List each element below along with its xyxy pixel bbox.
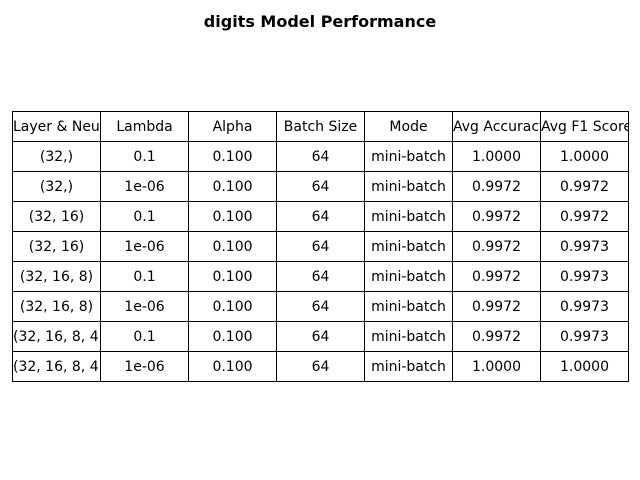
header-cell-avg-f1-score: Avg F1 Score: [540, 111, 629, 142]
cell-avg-f1-score: 0.9972: [540, 171, 629, 202]
cell-layer-neurons: (32, 16, 8): [12, 291, 101, 322]
cell-mode: mini-batch: [364, 201, 453, 232]
cell-mode: mini-batch: [364, 351, 453, 382]
header-cell-lambda: Lambda: [100, 111, 189, 142]
table-row: (32, 16) 0.1 0.100 64 mini-batch 0.9972 0.9972: [12, 201, 629, 232]
cell-layer-neurons: (32,): [12, 171, 101, 202]
cell-lambda: 0.1: [100, 261, 189, 292]
header-row: Layer & Neurons Lambda Alpha Batch Size …: [12, 111, 629, 142]
header-cell-alpha: Alpha: [188, 111, 277, 142]
cell-alpha: 0.100: [188, 171, 277, 202]
cell-batch-size: 64: [276, 231, 365, 262]
cell-layer-neurons: (32, 16, 8, 4): [12, 351, 101, 382]
cell-batch-size: 64: [276, 141, 365, 172]
cell-layer-neurons: (32, 16): [12, 231, 101, 262]
cell-batch-size: 64: [276, 261, 365, 292]
cell-mode: mini-batch: [364, 231, 453, 262]
cell-avg-accuracy: 0.9972: [452, 321, 541, 352]
header-cell-mode: Mode: [364, 111, 453, 142]
cell-mode: mini-batch: [364, 171, 453, 202]
cell-layer-neurons: (32, 16, 8): [12, 261, 101, 292]
cell-batch-size: 64: [276, 291, 365, 322]
table-row: (32, 16, 8) 1e-06 0.100 64 mini-batch 0.9972 0…: [12, 291, 629, 322]
cell-mode: mini-batch: [364, 291, 453, 322]
header-cell-layer-neurons: Layer & Neurons: [12, 111, 101, 142]
cell-lambda: 0.1: [100, 141, 189, 172]
cell-alpha: 0.100: [188, 231, 277, 262]
cell-alpha: 0.100: [188, 261, 277, 292]
cell-mode: mini-batch: [364, 321, 453, 352]
table-row: (32, 16, 8, 4) 1e-06 0.100 64 mini-batch 1.00…: [12, 351, 629, 382]
header-cell-avg-accuracy: Avg Accuracy: [452, 111, 541, 142]
cell-alpha: 0.100: [188, 351, 277, 382]
cell-avg-f1-score: 0.9973: [540, 261, 629, 292]
table-row: (32,) 0.1 0.100 64 mini-batch 1.0000 1.0000: [12, 141, 629, 172]
cell-avg-accuracy: 0.9972: [452, 201, 541, 232]
cell-avg-f1-score: 0.9973: [540, 231, 629, 262]
cell-avg-accuracy: 0.9972: [452, 291, 541, 322]
table-row: (32, 16, 8) 0.1 0.100 64 mini-batch 0.9972 0.9…: [12, 261, 629, 292]
cell-layer-neurons: (32, 16): [12, 201, 101, 232]
cell-mode: mini-batch: [364, 141, 453, 172]
table-row: (32, 16) 1e-06 0.100 64 mini-batch 0.9972 0.99…: [12, 231, 629, 262]
cell-alpha: 0.100: [188, 321, 277, 352]
cell-lambda: 1e-06: [100, 351, 189, 382]
cell-mode: mini-batch: [364, 261, 453, 292]
cell-avg-f1-score: 0.9972: [540, 201, 629, 232]
cell-alpha: 0.100: [188, 141, 277, 172]
cell-avg-f1-score: 1.0000: [540, 141, 629, 172]
cell-avg-accuracy: 0.9972: [452, 171, 541, 202]
cell-avg-accuracy: 1.0000: [452, 351, 541, 382]
cell-batch-size: 64: [276, 321, 365, 352]
cell-batch-size: 64: [276, 201, 365, 232]
performance-table: Layer & Neurons Lambda Alpha Batch Size …: [12, 111, 629, 382]
cell-lambda: 1e-06: [100, 291, 189, 322]
cell-avg-f1-score: 0.9973: [540, 291, 629, 322]
cell-alpha: 0.100: [188, 201, 277, 232]
cell-avg-f1-score: 1.0000: [540, 351, 629, 382]
cell-avg-f1-score: 0.9973: [540, 321, 629, 352]
cell-batch-size: 64: [276, 171, 365, 202]
cell-lambda: 0.1: [100, 321, 189, 352]
cell-layer-neurons: (32,): [12, 141, 101, 172]
cell-layer-neurons: (32, 16, 8, 4): [12, 321, 101, 352]
table-row: (32, 16, 8, 4) 0.1 0.100 64 mini-batch 0.9972…: [12, 321, 629, 352]
cell-lambda: 1e-06: [100, 231, 189, 262]
cell-avg-accuracy: 1.0000: [452, 141, 541, 172]
cell-alpha: 0.100: [188, 291, 277, 322]
cell-lambda: 0.1: [100, 201, 189, 232]
cell-batch-size: 64: [276, 351, 365, 382]
table-body: (32,) 0.1 0.100 64 mini-batch 1.0000 1.0000 (32…: [12, 141, 629, 382]
table-row: (32,) 1e-06 0.100 64 mini-batch 0.9972 0.9972: [12, 171, 629, 202]
cell-avg-accuracy: 0.9972: [452, 231, 541, 262]
cell-lambda: 1e-06: [100, 171, 189, 202]
chart-title: digits Model Performance: [203, 12, 437, 31]
cell-avg-accuracy: 0.9972: [452, 261, 541, 292]
header-cell-batch-size: Batch Size: [276, 111, 365, 142]
